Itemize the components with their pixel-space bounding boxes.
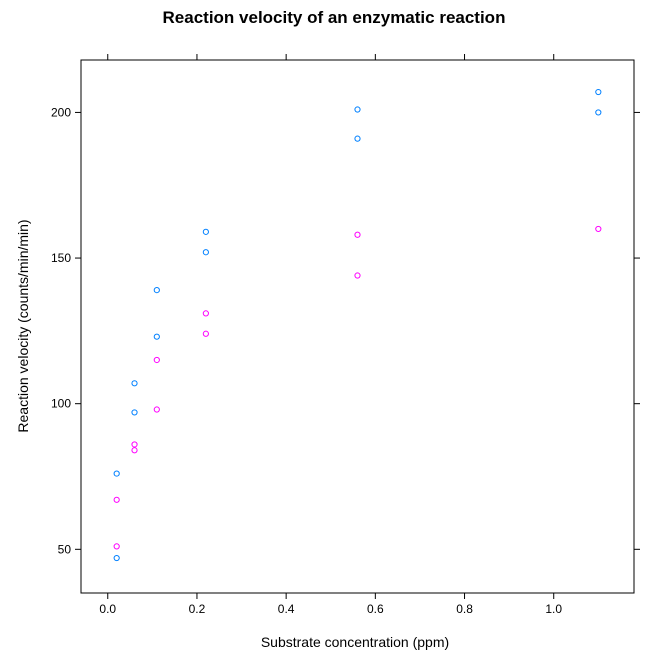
data-point-series-1 <box>131 380 138 387</box>
y-axis-title: Reaction velocity (counts/min/min) <box>15 219 31 432</box>
data-point-series-1 <box>131 409 138 416</box>
y-tick-label: 50 <box>58 542 72 556</box>
chart-title: Reaction velocity of an enzymatic reacti… <box>163 8 506 27</box>
x-tick-label: 1.0 <box>545 602 562 616</box>
plot-frame <box>80 59 635 594</box>
x-tick-label: 0.4 <box>278 602 295 616</box>
data-point-series-2 <box>113 543 120 550</box>
y-tick-label: 100 <box>51 397 71 411</box>
plot-panel <box>80 59 635 594</box>
data-point-series-1 <box>153 286 160 294</box>
x-tick-label: 0.6 <box>367 602 384 616</box>
x-tick-label: 0.8 <box>456 602 473 616</box>
data-point-series-2 <box>131 447 138 454</box>
data-point-series-2 <box>153 356 160 364</box>
data-point-series-1 <box>354 135 361 142</box>
data-point-series-1 <box>113 470 120 477</box>
data-point-series-2 <box>153 406 160 413</box>
y-tick-label: 150 <box>51 251 71 265</box>
x-tick-label: 0.0 <box>99 602 116 616</box>
x-axis-title: Substrate concentration (ppm) <box>261 634 449 650</box>
data-point-series-1 <box>153 333 160 340</box>
data-point-series-1 <box>113 554 120 562</box>
data-point-series-1 <box>354 106 361 113</box>
data-point-series-2 <box>595 225 602 233</box>
axis-ticks: 0.0 0.2 0.4 0.6 0.8 1.0 50 100 150 200 <box>51 54 640 616</box>
data-point-series-1 <box>595 88 602 96</box>
data-point-series-2 <box>113 496 120 503</box>
data-points <box>113 88 602 562</box>
data-point-series-2 <box>354 231 361 238</box>
data-point-series-1 <box>202 249 209 256</box>
y-tick-label: 200 <box>51 105 71 119</box>
x-tick-label: 0.2 <box>189 602 206 616</box>
data-point-series-1 <box>202 228 209 235</box>
data-point-series-2 <box>131 441 138 448</box>
data-point-series-1 <box>595 109 602 116</box>
data-point-series-2 <box>202 330 209 337</box>
data-point-series-2 <box>354 272 361 279</box>
data-point-series-2 <box>202 310 209 317</box>
